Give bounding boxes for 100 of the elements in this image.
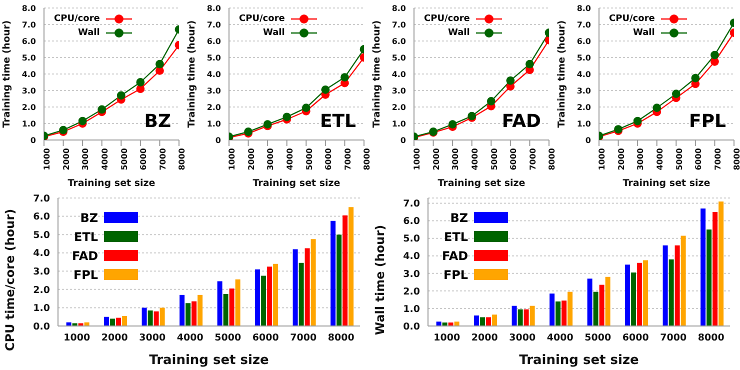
- y-tick-label: 6.0: [33, 212, 50, 223]
- y-tick-label: 4.0: [576, 70, 592, 79]
- x-tick-label: 3000: [139, 332, 166, 344]
- y-axis-title: Training time (hour): [371, 20, 382, 128]
- legend-label: Wall: [78, 28, 100, 38]
- x-axis-title: Training set size: [519, 353, 640, 368]
- bar: [261, 276, 266, 326]
- y-tick-label: 4.0: [403, 251, 420, 262]
- x-tick-label: 7000: [343, 148, 352, 170]
- bar: [530, 306, 535, 326]
- legend-label: ETL: [444, 230, 468, 244]
- bar: [217, 281, 222, 326]
- y-tick-label: 3.0: [392, 86, 406, 96]
- legend-label: BZ: [450, 210, 468, 224]
- x-tick-label: 1000: [42, 148, 52, 170]
- x-tick-label: 8000: [178, 148, 187, 170]
- bar: [273, 264, 278, 326]
- bar: [486, 317, 492, 326]
- point: [526, 60, 534, 68]
- legend-label: CPU/core: [609, 14, 655, 24]
- y-tick-label: 5.0: [206, 53, 222, 62]
- bar: [643, 260, 648, 326]
- bar: [223, 294, 228, 326]
- y-tick-label: 3.0: [22, 86, 36, 96]
- x-tick-label: 3000: [81, 148, 90, 170]
- x-tick-label: 6000: [252, 332, 280, 344]
- bar: [625, 264, 630, 326]
- y-tick-label: 1.0: [206, 119, 222, 128]
- y-tick-label: 3.0: [206, 86, 222, 96]
- y-tick-label: 4.0: [392, 70, 406, 79]
- y-tick-label: 8.0: [22, 4, 36, 13]
- y-tick-label: 0: [585, 136, 592, 145]
- point: [672, 90, 680, 98]
- point: [78, 116, 87, 126]
- legend-label: Wall: [448, 28, 470, 38]
- x-tick-label: 1000: [598, 148, 607, 170]
- point: [282, 112, 292, 122]
- x-tick-label: 7000: [713, 148, 722, 170]
- x-tick-label: 2000: [101, 332, 128, 344]
- y-tick-label: 0.0: [33, 321, 50, 332]
- x-tick-label: 3000: [636, 148, 646, 170]
- x-tick-label: 4000: [546, 332, 574, 344]
- x-tick-label: 1000: [64, 332, 90, 344]
- bar: [712, 212, 718, 326]
- bar: [480, 317, 486, 326]
- bar: [235, 279, 240, 326]
- point: [506, 76, 515, 85]
- y-tick-label: 2.0: [403, 286, 420, 298]
- bar: [348, 207, 354, 326]
- y-tick-label: 1.0: [576, 119, 592, 128]
- legend-label: BZ: [80, 210, 98, 224]
- bar: [110, 318, 116, 326]
- point: [98, 105, 106, 114]
- bar: [148, 310, 153, 326]
- x-tick-label: 7000: [290, 332, 317, 344]
- bar: [342, 215, 348, 326]
- point: [710, 50, 719, 60]
- y-tick-label: 3.0: [576, 86, 592, 96]
- legend-label: CPU/core: [239, 14, 285, 24]
- y-tick-label: 5.0: [403, 234, 420, 245]
- legend-label: FPL: [73, 268, 98, 282]
- bar: [122, 316, 128, 326]
- y-tick-label: 1.0: [403, 304, 420, 315]
- legend-label: FAD: [72, 248, 98, 262]
- point: [321, 85, 330, 94]
- bar: [568, 292, 573, 326]
- x-axis-title: Training set size: [252, 178, 340, 189]
- point: [156, 60, 164, 68]
- bar: [160, 308, 165, 326]
- x-tick-label: 5000: [214, 332, 242, 344]
- y-axis-title: Wall time (hour): [373, 224, 387, 336]
- legend-label: FAD: [442, 248, 468, 262]
- y-tick-label: 5.0: [392, 53, 406, 62]
- point: [486, 97, 496, 106]
- x-tick-label: 8000: [362, 148, 372, 170]
- y-tick-label: 1.0: [33, 303, 50, 314]
- annotation: BZ: [144, 111, 171, 132]
- y-tick-label: 5.0: [22, 53, 36, 62]
- x-tick-label: 7000: [158, 148, 168, 170]
- y-tick-label: 1.0: [392, 119, 406, 128]
- bar: [186, 303, 191, 326]
- y-tick-label: 6.0: [22, 36, 36, 46]
- bar: [674, 245, 680, 326]
- y-tick-label: 7.0: [206, 20, 222, 30]
- x-tick-label: 6000: [622, 332, 650, 344]
- x-tick-label: 8000: [698, 332, 725, 344]
- bar: [700, 208, 706, 326]
- bar: [512, 306, 517, 326]
- x-tick-label: 5000: [584, 332, 612, 344]
- x-tick-label: 2000: [246, 148, 256, 170]
- bar: [292, 249, 298, 326]
- y-tick-label: 2.0: [206, 102, 222, 112]
- x-tick-label: 5000: [490, 148, 499, 170]
- legend-label: Wall: [263, 28, 285, 38]
- point: [633, 116, 642, 126]
- x-tick-label: 6000: [324, 148, 334, 170]
- x-tick-label: 2000: [471, 332, 498, 344]
- bar: [229, 288, 234, 326]
- x-tick-label: 1000: [412, 148, 422, 170]
- x-tick-label: 2000: [432, 148, 441, 170]
